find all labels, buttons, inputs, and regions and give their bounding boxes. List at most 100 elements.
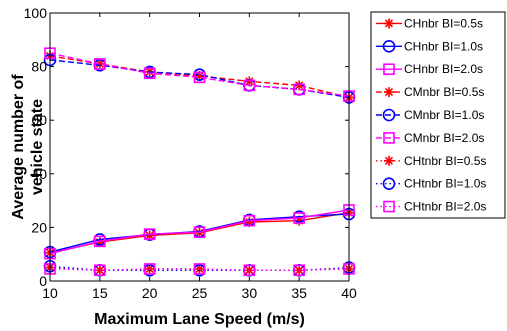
data-point-shape: [143, 228, 156, 240]
legend-label: CHnbr BI=2.0s: [404, 62, 483, 76]
data-point-shape: [94, 235, 106, 248]
data-point: [143, 67, 156, 80]
data-point: [294, 265, 305, 276]
plot-area: [43, 47, 356, 277]
legend-item: CHtnbr BI=2.0s: [376, 200, 486, 214]
legend-marker-shape: [383, 63, 395, 76]
series-9: [44, 263, 355, 277]
data-point: [244, 76, 255, 87]
legend-marker: [384, 87, 394, 98]
legend-label: CHtnbr BI=1.0s: [404, 177, 486, 191]
data-point: [293, 83, 305, 96]
legend-marker: [384, 18, 394, 29]
legend-marker-shape: [383, 200, 395, 213]
data-point: [243, 214, 256, 227]
legend-marker: [382, 40, 396, 53]
series-line: [49, 268, 350, 272]
data-point-shape: [293, 83, 305, 96]
legend-marker: [382, 108, 396, 122]
data-point: [94, 235, 106, 248]
data-point-shape: [244, 76, 255, 87]
data-point-shape: [143, 263, 156, 275]
legend-item: CMnbr BI=0.5s: [376, 85, 484, 99]
data-point-shape: [144, 230, 155, 241]
x-axis-title: Maximum Lane Speed (m/s): [94, 311, 305, 328]
legend-label: CMnbr BI=0.5s: [404, 85, 484, 99]
data-point: [94, 237, 105, 248]
legend-marker-shape: [382, 177, 396, 190]
legend-item: CHnbr BI=1.0s: [376, 39, 483, 53]
y-tick-label: 60: [31, 112, 47, 128]
legend-marker: [383, 200, 395, 213]
legend-label: CHnbr BI=0.5s: [404, 16, 483, 30]
data-point: [193, 263, 206, 275]
legend-label: CHnbr BI=1.0s: [404, 39, 483, 53]
data-point: [94, 58, 106, 70]
series-line: [49, 209, 350, 255]
legend-marker: [383, 63, 395, 76]
data-point: [293, 264, 305, 277]
data-point-shape: [243, 264, 256, 277]
y-axis-title-line: Average number of: [10, 74, 27, 220]
data-point-shape: [294, 265, 305, 276]
data-point: [143, 263, 156, 275]
legend-item: CHtnbr BI=0.5s: [376, 154, 486, 168]
y-axis-title-line: vehicle state: [29, 99, 46, 195]
axes: 10 15 20 25 30 35 40 0 20 40 60 80 100 Maximum Lane S…: [10, 5, 357, 328]
x-tick-label: 35: [291, 285, 307, 301]
data-point: [244, 217, 255, 228]
x-tick-label: 30: [242, 285, 258, 301]
series-line: [49, 213, 350, 253]
legend-marker-shape: [382, 40, 396, 53]
data-point-shape: [194, 70, 205, 81]
data-point: [293, 212, 305, 224]
data-point-shape: [94, 237, 105, 248]
y-axis-title: Average number of vehicle state: [10, 74, 46, 220]
data-point-shape: [94, 58, 106, 70]
y-tick-label: 40: [31, 166, 47, 182]
legend-marker: [382, 177, 396, 190]
legend-marker-shape: [384, 155, 394, 166]
series-line: [49, 59, 350, 99]
legend-marker: [384, 155, 394, 166]
data-point: [294, 80, 305, 91]
legend-item: CHtnbr BI=1.0s: [376, 177, 486, 191]
data-point: [94, 264, 106, 277]
legend-marker-shape: [382, 108, 396, 122]
y-tick-label: 20: [31, 219, 47, 235]
y-tick-label: 100: [24, 5, 48, 21]
series-4: [45, 50, 354, 103]
legend-marker-shape: [384, 18, 394, 29]
legend-marker-shape: [384, 87, 394, 98]
data-point-shape: [244, 217, 255, 228]
data-point: [243, 264, 256, 277]
data-point: [143, 228, 156, 240]
legend-item: CHnbr BI=2.0s: [376, 62, 483, 76]
data-point: [243, 79, 256, 92]
data-point: [193, 71, 206, 84]
x-tick-label: 20: [142, 285, 158, 301]
data-point-shape: [94, 264, 106, 277]
legend-marker: [383, 132, 395, 144]
data-point-shape: [243, 214, 256, 227]
x-tick-label: 25: [192, 285, 208, 301]
legend: CHnbr BI=0.5s CHnbr BI=1.0s CHnbr BI=2.0s C…: [370, 11, 506, 219]
legend-item: CHnbr BI=0.5s: [376, 16, 483, 30]
data-point-shape: [193, 71, 206, 84]
y-tick-label: 0: [39, 273, 47, 289]
data-point: [294, 215, 305, 226]
y-tick-label: 80: [31, 59, 47, 75]
x-tick-label: 40: [341, 285, 357, 301]
data-point-shape: [294, 215, 305, 226]
data-point-shape: [294, 80, 305, 91]
data-point: [144, 230, 155, 241]
legend-label: CHtnbr BI=2.0s: [404, 200, 486, 214]
legend-item: CMnbr BI=2.0s: [376, 131, 484, 145]
x-tick-label: 10: [42, 285, 58, 301]
data-point: [193, 226, 206, 239]
data-point-shape: [143, 67, 156, 80]
data-point: [194, 70, 205, 81]
data-point-shape: [193, 226, 206, 239]
